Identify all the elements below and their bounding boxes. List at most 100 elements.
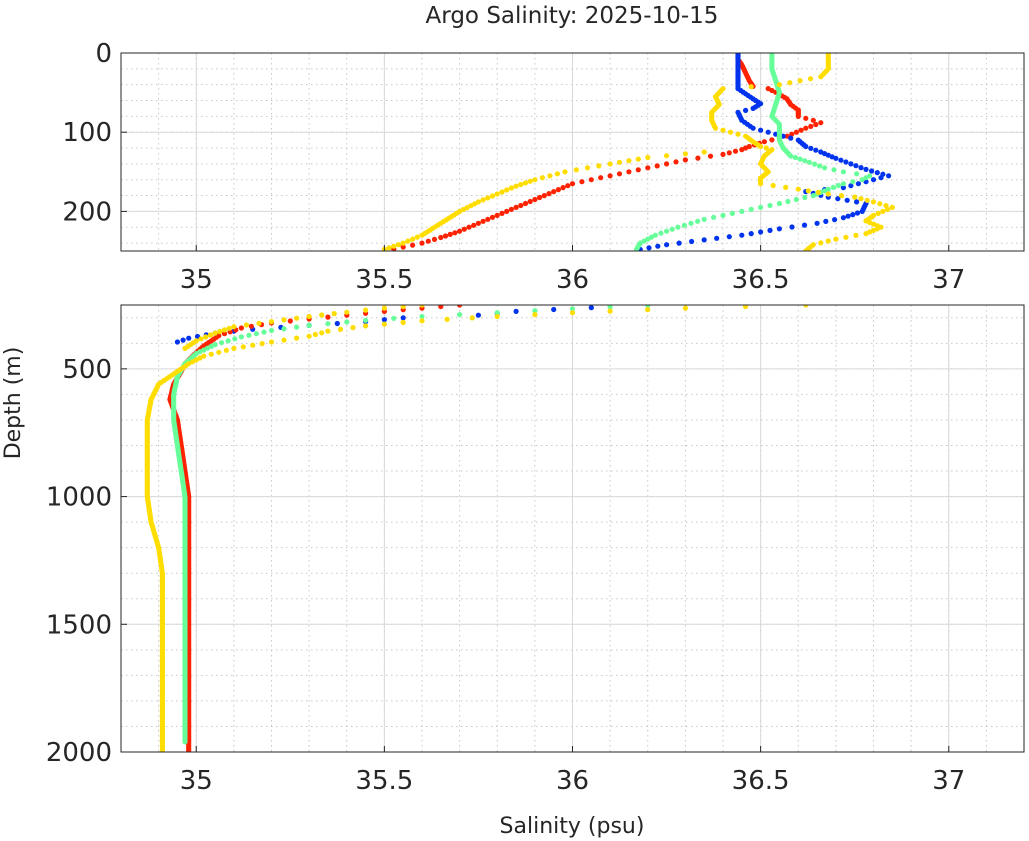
data-point (626, 169, 632, 175)
data-point (830, 184, 837, 190)
data-point (633, 246, 640, 251)
series-green (171, 305, 651, 745)
data-point (843, 159, 849, 165)
data-point (838, 157, 844, 163)
data-point (438, 234, 444, 241)
data-point (750, 105, 756, 111)
data-point (720, 151, 726, 157)
data-point (562, 169, 568, 175)
data-point (569, 181, 576, 187)
data-point (518, 202, 524, 209)
data-point (268, 339, 275, 345)
data-point (551, 306, 557, 313)
data-point (795, 113, 801, 119)
data-point (457, 305, 463, 308)
data-point (522, 180, 529, 186)
y-tick-label: 1500 (46, 610, 112, 640)
data-point (475, 220, 481, 226)
data-point (788, 153, 794, 159)
data-point (159, 749, 165, 752)
data-point (400, 240, 406, 246)
data-point (381, 317, 387, 323)
data-point (646, 245, 652, 251)
data-point (695, 155, 701, 161)
data-point (739, 208, 745, 214)
data-point (547, 173, 553, 179)
data-point (835, 196, 841, 202)
data-point (682, 305, 689, 311)
data-point (711, 214, 717, 220)
data-point (654, 163, 660, 169)
data-point (522, 200, 529, 207)
data-point (726, 234, 732, 240)
data-point (471, 222, 477, 228)
data-point (763, 145, 769, 151)
x-tick-label: 35.5 (355, 265, 413, 295)
data-layer (144, 305, 809, 752)
data-point (180, 337, 186, 343)
data-point (818, 120, 824, 126)
data-point (808, 123, 814, 129)
data-point (337, 326, 344, 332)
data-point (306, 322, 312, 328)
data-point (532, 308, 538, 314)
data-point (386, 245, 392, 251)
data-point (363, 307, 369, 313)
x-tick-label: 36.5 (732, 766, 790, 796)
data-point (701, 149, 707, 155)
data-point (546, 191, 552, 197)
data-point (232, 336, 238, 342)
data-point (732, 148, 739, 154)
data-point (825, 191, 831, 197)
data-point (281, 337, 287, 343)
data-point (807, 76, 814, 82)
data-point (616, 159, 623, 165)
data-point (231, 345, 237, 351)
data-point (281, 317, 287, 323)
data-point (504, 187, 510, 193)
series-green (633, 53, 873, 251)
data-point (499, 210, 505, 216)
data-point (758, 181, 764, 187)
data-point (852, 194, 858, 200)
data-point (864, 197, 870, 203)
data-point (287, 318, 293, 324)
data-point (815, 189, 821, 195)
data-point (743, 305, 749, 310)
y-axis-label: Depth (m) (1, 347, 26, 460)
data-point (569, 306, 576, 312)
data-point (221, 327, 228, 333)
data-point (743, 107, 749, 113)
y-tick-label: 1000 (46, 483, 112, 513)
data-point (767, 227, 773, 233)
data-point (833, 236, 839, 242)
data-point (419, 232, 425, 238)
data-point (532, 177, 538, 183)
data-point (306, 333, 312, 339)
x-tick-label: 36.5 (732, 265, 790, 295)
data-point (870, 177, 877, 183)
series-yellow (709, 53, 895, 251)
data-point (812, 161, 818, 167)
data-point (444, 316, 450, 322)
data-point (789, 224, 795, 230)
data-point (485, 195, 491, 201)
data-point (238, 334, 244, 340)
x-tick-label: 35.5 (355, 766, 413, 796)
data-point (810, 193, 816, 199)
data-point (212, 330, 218, 336)
data-point (400, 319, 406, 326)
data-point (203, 334, 209, 340)
data-point (508, 185, 514, 191)
series-yellow-upper (182, 305, 425, 351)
data-point (814, 220, 820, 226)
data-point (739, 232, 745, 238)
x-tick-label: 35 (180, 766, 213, 796)
data-point (776, 226, 783, 232)
data-point (431, 236, 438, 242)
data-point (499, 189, 505, 195)
data-point (655, 243, 661, 249)
data-point (776, 200, 783, 207)
data-point (869, 168, 875, 174)
